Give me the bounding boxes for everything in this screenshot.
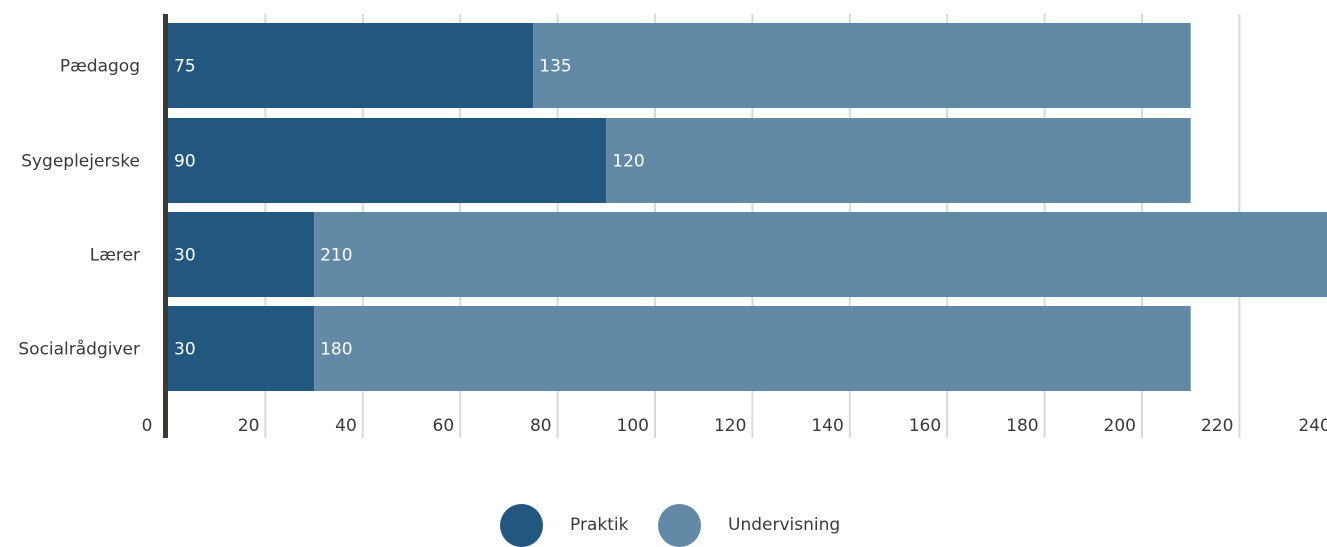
bar-undervisning-sygeplejerske <box>606 118 1191 203</box>
x-tick-label-100: 100 <box>617 416 649 436</box>
legend-item-undervisning[interactable]: Undervisning <box>658 503 841 547</box>
category-label-l-rer: Lærer <box>90 246 140 266</box>
bar-praktik-l-rer <box>168 212 315 297</box>
bar-undervisning-l-rer <box>314 212 1327 297</box>
bar-praktik-p-dagog <box>168 23 534 108</box>
x-tick-label-220: 220 <box>1201 416 1233 436</box>
bar-label-praktik-l-rer: 30 <box>174 246 196 266</box>
bar-praktik-sygeplejerske <box>168 118 607 203</box>
x-tick-label-20: 20 <box>238 416 260 436</box>
legend-swatch-praktik <box>500 503 543 547</box>
bar-label-undervisning-socialra-dgiver: 180 <box>320 340 352 360</box>
legend-item-praktik[interactable]: Praktik <box>500 503 629 547</box>
bar-undervisning-p-dagog <box>533 23 1191 108</box>
category-label-socialra-dgiver: Socialrådgiver <box>18 339 140 360</box>
bar-undervisning-socialra-dgiver <box>314 306 1191 391</box>
category-labels: Pædagog Sygeplejerske Lærer Socialrådgiver <box>18 57 140 360</box>
bar-label-undervisning-p-dagog: 135 <box>539 57 571 77</box>
x-tick-label-160: 160 <box>909 416 941 436</box>
x-tick-label-140: 140 <box>811 416 843 436</box>
bar-label-undervisning-l-rer: 210 <box>320 246 352 266</box>
x-tick-labels: 0 20 40 60 80 100 120 140 160 180 200 220 240 <box>142 416 1327 436</box>
bar-label-undervisning-sygeplejerske: 120 <box>612 152 644 172</box>
bar-praktik-socialra-dgiver <box>168 306 315 391</box>
legend-swatch-undervisning <box>658 503 701 547</box>
x-tick-label-180: 180 <box>1006 416 1038 436</box>
bars <box>168 23 1327 391</box>
category-label-p-dagog: Pædagog <box>60 57 140 77</box>
bar-value-labels: 75 135 90 120 30 210 30 180 <box>174 57 645 360</box>
category-label-sygeplejerske: Sygeplejerske <box>21 152 140 172</box>
y-axis-line <box>163 14 168 438</box>
x-tick-label-80: 80 <box>530 416 552 436</box>
legend-label-undervisning: Undervisning <box>728 515 841 535</box>
x-tick-label-40: 40 <box>335 416 357 436</box>
x-tick-label-240: 240 <box>1298 416 1327 436</box>
x-tick-label-0: 0 <box>142 416 153 436</box>
bar-label-praktik-p-dagog: 75 <box>174 57 196 77</box>
x-tick-label-200: 200 <box>1104 416 1136 436</box>
x-tick-label-120: 120 <box>714 416 746 436</box>
bar-label-praktik-sygeplejerske: 90 <box>174 152 196 172</box>
x-tick-label-60: 60 <box>433 416 455 436</box>
legend: Praktik Undervisning <box>0 503 1327 547</box>
legend-label-praktik: Praktik <box>570 515 629 535</box>
bar-label-praktik-socialra-dgiver: 30 <box>174 340 196 360</box>
